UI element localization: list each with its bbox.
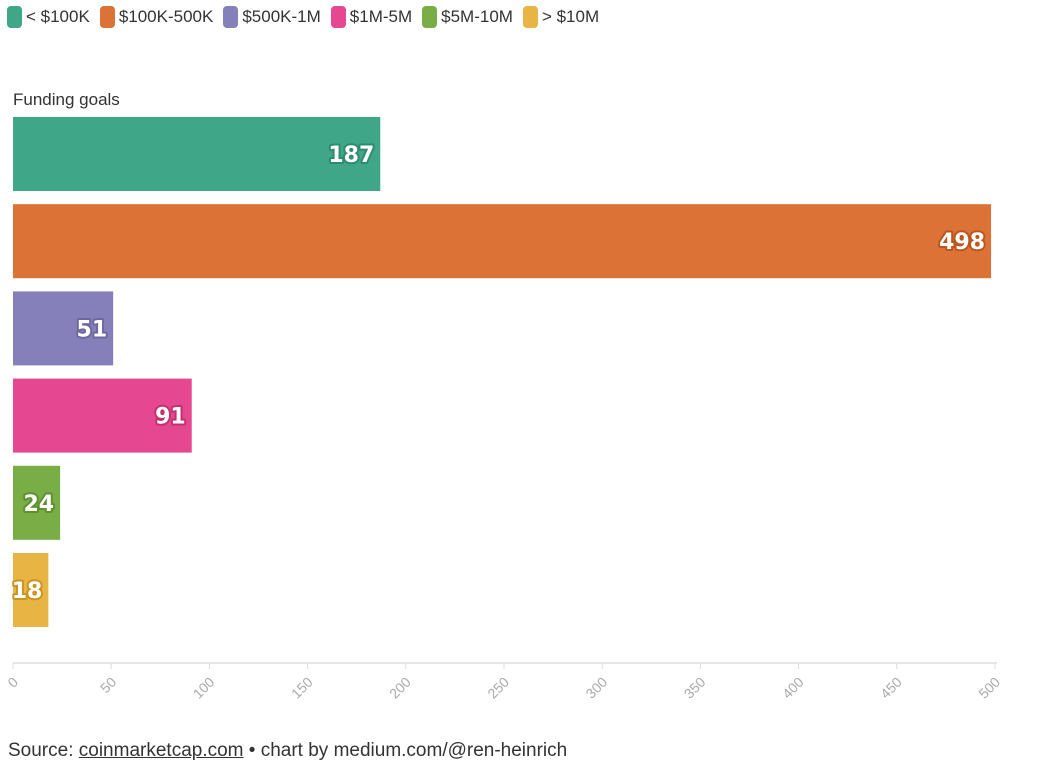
x-tick-label: 500 [975, 674, 1003, 702]
footer-credit: • chart by medium.com/@ren-heinrich [243, 740, 568, 761]
legend-swatch [223, 6, 239, 28]
legend-item[interactable]: $5M-10M [422, 6, 513, 28]
legend-swatch [522, 6, 538, 28]
x-tick-label: 350 [681, 674, 709, 702]
legend-item[interactable]: > $10M [522, 6, 600, 28]
bar-value-label: 18 [12, 579, 43, 604]
bars-group: 187 498 51 91 24 18 [10, 117, 992, 627]
bar[interactable] [13, 553, 49, 627]
bar[interactable] [13, 465, 61, 540]
legend-swatch [7, 6, 22, 28]
legend-label: $500K-1M [242, 7, 321, 26]
legend-swatch [330, 6, 346, 28]
bar-value-label: 51 [77, 317, 108, 342]
legend-item[interactable]: $500K-1M [223, 6, 321, 28]
chart-legend: < $100K $100K-500K $500K-1M $1M-5M $5M-10M > … [7, 6, 609, 28]
x-tick-label: 200 [386, 674, 414, 702]
legend-label: $1M-5M [349, 7, 413, 26]
bar-value-label: 91 [155, 405, 186, 430]
bar[interactable] [13, 117, 381, 191]
bar-chart: Funding goals 187 498 51 91 24 18 0 50 100 150 20… [4, 90, 1003, 702]
legend-swatch [99, 6, 115, 28]
bar-value-label: 187 [328, 143, 374, 168]
legend-label: $100K-500K [118, 7, 214, 26]
x-tick-label: 400 [779, 674, 807, 702]
bar[interactable] [13, 204, 992, 279]
x-tick-label: 250 [484, 674, 512, 702]
chart-footer: Source: coinmarketcap.com • chart by med… [8, 740, 567, 762]
legend-item[interactable]: $1M-5M [330, 6, 413, 28]
source-link[interactable]: coinmarketcap.com [78, 740, 244, 761]
x-tick-label: 450 [877, 674, 905, 702]
axis-title: Funding goals [13, 90, 120, 109]
bar[interactable] [13, 291, 114, 366]
bar-value-label: 24 [24, 492, 55, 517]
legend-label: < $100K [26, 7, 90, 26]
x-tick-label: 50 [97, 674, 119, 696]
legend-item[interactable]: $100K-500K [99, 6, 214, 28]
legend-item[interactable]: < $100K [7, 6, 90, 28]
footer-source-prefix: Source: [8, 740, 79, 761]
bar[interactable] [13, 378, 192, 453]
x-axis: 0 50 100 150 200 250 300 350 400 450 500 [4, 662, 1003, 702]
bar-value-label: 498 [939, 230, 985, 255]
legend-label: $5M-10M [441, 7, 513, 26]
legend-label: > $10M [541, 7, 600, 26]
x-tick-label: 0 [4, 674, 21, 691]
x-tick-label: 300 [582, 674, 610, 702]
legend-swatch [422, 6, 438, 28]
x-tick-label: 150 [288, 674, 316, 702]
x-tick-label: 100 [190, 674, 218, 702]
